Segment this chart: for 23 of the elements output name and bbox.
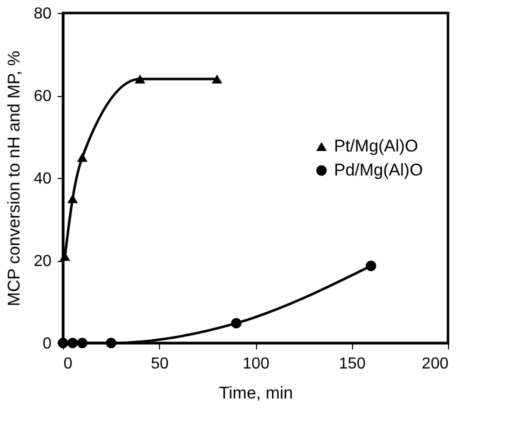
x-tick-label: 100 <box>242 356 270 372</box>
legend-label: Pd/Mg(Al)O <box>334 160 423 180</box>
point <box>106 338 116 348</box>
x-axis-title: Time, min <box>219 384 293 402</box>
point <box>77 338 88 348</box>
x-tick-label: 50 <box>150 356 169 372</box>
legend-label: Pt/Mg(Al)O <box>334 136 418 156</box>
point <box>67 338 78 348</box>
y-axis-title: MCP conversion to nH and MP, % <box>4 50 24 306</box>
y-tick-label: 60 <box>34 88 52 105</box>
y-tick-label: 0 <box>42 336 52 352</box>
point <box>67 194 78 204</box>
point <box>231 318 242 328</box>
y-tick-label: 80 <box>34 6 52 22</box>
x-tick-label: 200 <box>422 356 449 372</box>
x-tick-label: 150 <box>338 356 366 372</box>
point <box>366 260 376 272</box>
y-tick-label: 20 <box>34 253 52 270</box>
y-tick-label: 40 <box>34 170 52 188</box>
point <box>77 152 88 162</box>
x-tick-label: 0 <box>64 356 72 372</box>
point <box>212 74 222 84</box>
point <box>134 74 146 84</box>
